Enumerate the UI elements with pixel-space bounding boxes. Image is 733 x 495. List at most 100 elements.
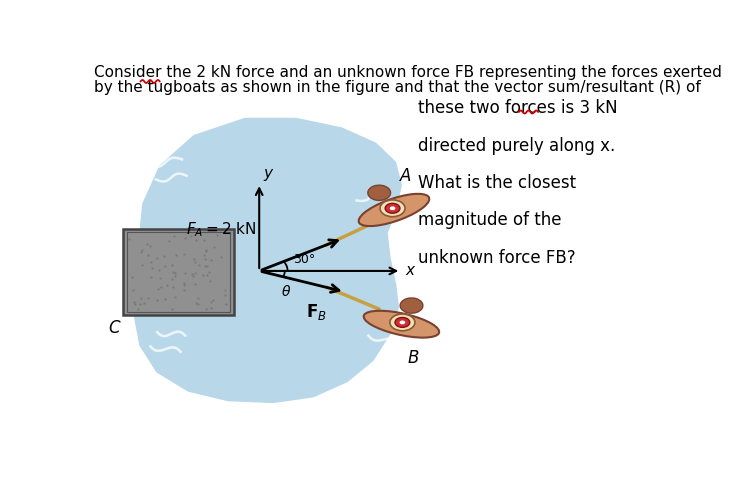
Point (126, 273, 138, 281)
Text: $\mathbf{F}_B$: $\mathbf{F}_B$ (306, 302, 327, 322)
Point (191, 299, 202, 307)
FancyBboxPatch shape (123, 229, 234, 315)
Text: Consider the 2 kN force and an unknown force FB representing the forces exerted: Consider the 2 kN force and an unknown f… (95, 65, 722, 80)
Point (151, 296, 163, 303)
Point (205, 277, 216, 285)
Point (134, 300, 146, 308)
Point (142, 251, 154, 259)
Circle shape (390, 206, 395, 210)
Point (199, 262, 210, 270)
Point (154, 275, 166, 283)
Point (205, 256, 217, 264)
Point (203, 268, 215, 276)
Point (179, 234, 191, 242)
Text: B: B (407, 349, 419, 367)
Point (178, 281, 190, 289)
Circle shape (395, 317, 410, 327)
Point (201, 261, 213, 269)
Point (170, 251, 182, 259)
Point (169, 293, 181, 301)
Text: x: x (406, 263, 415, 279)
Point (189, 280, 201, 288)
Point (169, 232, 180, 240)
Circle shape (399, 320, 405, 324)
Point (200, 246, 212, 254)
Point (169, 269, 181, 277)
Point (208, 244, 220, 251)
Point (198, 236, 210, 244)
Point (178, 250, 190, 258)
Point (127, 286, 139, 294)
Point (207, 296, 219, 304)
Point (155, 283, 167, 291)
Point (128, 298, 140, 306)
Point (153, 266, 165, 274)
Text: these two forces is 3 kN: these two forces is 3 kN (419, 99, 618, 117)
Point (151, 254, 163, 262)
Ellipse shape (400, 298, 423, 313)
Point (136, 248, 147, 255)
Point (185, 232, 197, 240)
Point (136, 295, 147, 302)
Point (136, 261, 148, 269)
Point (192, 294, 204, 302)
Point (193, 261, 205, 269)
Point (160, 295, 172, 303)
Point (169, 272, 181, 280)
Polygon shape (134, 118, 401, 402)
Point (220, 300, 232, 308)
Point (200, 305, 212, 313)
Ellipse shape (368, 185, 391, 200)
Ellipse shape (358, 194, 430, 226)
Point (219, 286, 231, 294)
Point (123, 235, 135, 243)
Point (145, 273, 157, 281)
Point (189, 269, 201, 277)
Point (201, 247, 213, 255)
Text: A: A (399, 167, 411, 185)
Point (191, 237, 202, 245)
Point (189, 258, 201, 266)
Point (185, 270, 197, 278)
Text: 30°: 30° (293, 253, 315, 266)
Point (142, 294, 154, 301)
Point (166, 261, 178, 269)
Text: magnitude of the: magnitude of the (419, 211, 561, 230)
Point (205, 304, 217, 312)
Point (132, 305, 144, 313)
Circle shape (380, 200, 405, 217)
Point (144, 243, 155, 250)
Text: by the tugboats as shown in the figure and that the vector sum/resultant (R) of: by the tugboats as shown in the figure a… (95, 80, 701, 96)
Point (163, 237, 175, 245)
Point (146, 264, 158, 272)
Point (145, 258, 157, 266)
Point (158, 252, 169, 260)
Point (161, 281, 173, 289)
Point (180, 269, 191, 277)
Point (212, 231, 224, 239)
Point (167, 268, 179, 276)
Text: C: C (108, 319, 120, 337)
Text: y: y (264, 166, 273, 181)
Circle shape (390, 314, 415, 331)
Point (141, 240, 153, 248)
Text: $\theta$: $\theta$ (281, 284, 291, 299)
Point (199, 255, 211, 263)
Point (138, 299, 150, 307)
Point (129, 300, 141, 308)
Text: unknown force FB?: unknown force FB? (419, 249, 576, 267)
Point (196, 271, 208, 279)
Point (167, 284, 179, 292)
Text: What is the closest: What is the closest (419, 174, 576, 192)
Point (160, 262, 172, 270)
Ellipse shape (364, 311, 439, 338)
Point (188, 255, 200, 263)
Point (199, 250, 210, 258)
Point (166, 305, 178, 313)
Text: $F_A = 2\ \mathrm{kN}$: $F_A = 2\ \mathrm{kN}$ (185, 220, 257, 239)
Point (166, 275, 178, 283)
Point (177, 286, 189, 294)
Point (136, 246, 148, 254)
Point (192, 300, 204, 308)
Point (187, 272, 199, 280)
